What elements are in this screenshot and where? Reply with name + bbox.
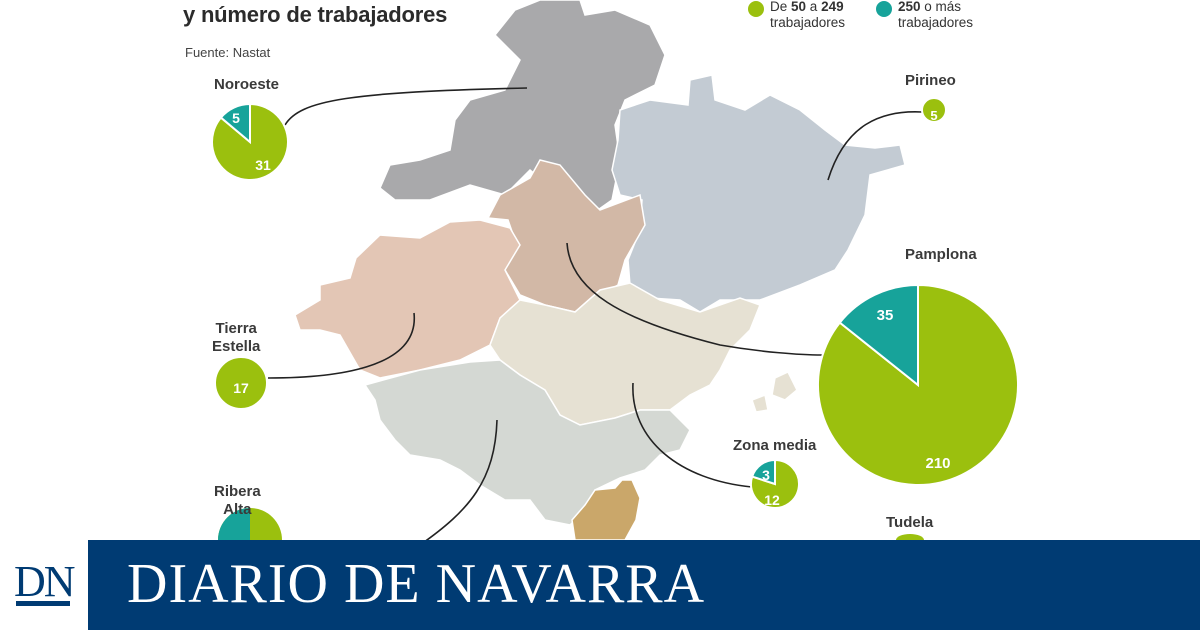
brand-banner <box>88 540 1200 630</box>
pie-pamplona <box>817 283 1019 486</box>
pie-slice-small-zona_media <box>750 458 800 509</box>
pie-slice-large-noroeste <box>219 102 251 145</box>
connector-noroeste <box>284 87 528 126</box>
region-area-pirineo <box>611 74 906 313</box>
pie-label-large-noroeste: 5 <box>232 110 240 126</box>
legend-entry-small: De 50 a 249 trabajadores <box>770 0 846 30</box>
region-label-tierra-estella: Tierra Estella <box>212 320 261 355</box>
pie-zona_media <box>750 458 800 509</box>
brand-name[interactable]: DIARIO DE NAVARRA <box>127 553 706 615</box>
connector-zona-media <box>632 382 753 488</box>
connector-ribera-alta <box>419 419 498 546</box>
pie-label-small-noroeste: 31 <box>255 157 271 173</box>
pie-pirineo <box>921 97 947 123</box>
pie-label-large-zona_media: 3 <box>762 467 770 483</box>
logo-underline <box>16 601 70 606</box>
brand-logo[interactable]: DN <box>14 557 76 606</box>
connector-pirineo <box>827 111 923 181</box>
pie-slice-large-pamplona <box>838 283 919 388</box>
pie-label-small-pamplona: 210 <box>925 455 950 472</box>
region-area-enclave <box>751 371 798 413</box>
pie-ribera-alta-partial-large <box>218 508 250 540</box>
region-area-ribera-alta <box>363 359 691 526</box>
region-label-pirineo: Pirineo <box>905 72 956 89</box>
pie-tierra_estella <box>214 356 268 410</box>
pie-slice-large-zona_media <box>750 458 776 486</box>
region-label-ribera-alta: Ribera Alta <box>214 483 261 518</box>
connector-tierra-estella <box>267 312 415 379</box>
legend-entry-large: 250 o más trabajadores <box>898 0 974 30</box>
pie-label-small-pirineo: 5 <box>930 108 937 123</box>
legend-swatch-large <box>876 1 892 17</box>
region-label-zona-media: Zona media <box>733 437 817 454</box>
pie-label-large-pamplona: 35 <box>877 307 894 324</box>
region-label-tudela: Tudela <box>886 514 934 531</box>
pie-tudela-partial <box>896 534 924 540</box>
region-area-tudela <box>571 479 641 541</box>
pie-label-small-tierra_estella: 17 <box>233 380 249 396</box>
region-area-tierra-estella <box>294 219 521 379</box>
logo-area <box>0 540 88 630</box>
connector-pamplona <box>566 242 823 356</box>
region-label-pamplona: Pamplona <box>905 246 977 263</box>
pie-label-small-zona_media: 12 <box>764 492 780 508</box>
map-title: y número de trabajadores <box>183 2 448 27</box>
pie-noroeste <box>211 102 289 181</box>
source-note: Fuente: Nastat <box>185 45 271 60</box>
legend-swatch-small <box>748 1 764 17</box>
region-label-noroeste: Noroeste <box>214 76 280 93</box>
